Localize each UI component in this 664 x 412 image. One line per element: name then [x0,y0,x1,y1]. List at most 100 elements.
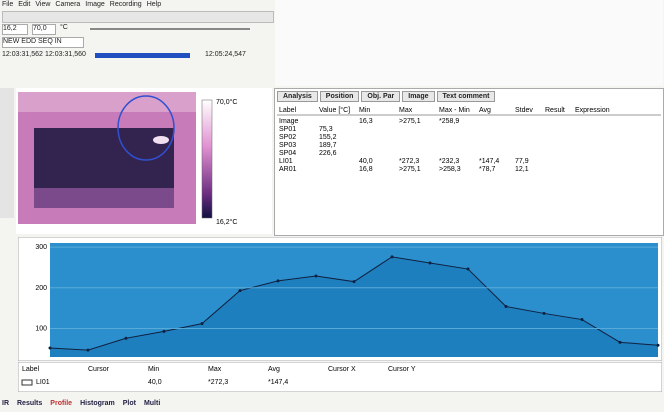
profile-area [50,256,658,357]
time-start: 12:03:31,562 [2,51,43,58]
analysis-tab[interactable]: Analysis [277,91,318,102]
column-header: Avg [268,366,280,373]
column-header: Min [359,107,370,114]
sequence-select[interactable]: NEW EDD SEQ IN [3,38,62,45]
side-toolbar [0,88,14,218]
table-cell: *232,3 [439,158,459,165]
column-header: Cursor Y [388,366,416,373]
background-document [275,0,663,86]
column-header: Stdev [515,107,533,114]
bottom-tabs: IR Results Profile Histogram Plot Multi [2,400,168,407]
table-cell: 75,3 [319,126,333,133]
range-high[interactable]: 70,0 [33,25,47,32]
y-tick-label: 300 [35,244,47,251]
column-header: Value [°C] [319,106,350,114]
table-cell: >275,1 [399,166,421,173]
bottom-tab[interactable]: Multi [143,400,161,407]
range-slider[interactable] [90,28,250,30]
analysis-table: Label Value [°C] Min Max Max - Min Avg Stdev Re… [277,106,661,173]
menu-bar: File Edit View Camera Image Recording Help [2,1,166,8]
table-cell: 40,0 [148,379,162,386]
profile-point [162,329,166,333]
table-cell: SP02 [279,134,296,141]
menu-item[interactable]: Camera [55,1,81,8]
bottom-tab[interactable]: Plot [122,400,136,407]
bottom-tab[interactable]: Histogram [80,400,115,407]
profile-point [656,343,660,347]
table-cell: >275,1 [399,118,421,125]
analysis-tab[interactable]: Obj. Par [361,91,401,102]
profile-point [276,279,280,283]
column-header: Label [279,107,297,114]
table-cell: *258,9 [439,118,459,125]
range-unit: °C [60,24,68,31]
bottom-tab[interactable]: IR [2,400,9,407]
bottom-tab[interactable]: Results [17,400,43,407]
table-cell: SP04 [279,150,296,157]
menu-item[interactable]: Image [85,1,105,8]
toolbar [2,11,274,23]
profile-point [124,336,128,340]
profile-point [238,289,242,293]
profile-point [466,267,470,271]
column-header: Cursor [88,366,110,373]
column-header: Cursor X [328,366,356,373]
menu-item[interactable]: Help [146,1,162,8]
legend-swatch [21,379,33,386]
range-low[interactable]: 16,2 [3,25,17,32]
column-header: Max - Min [439,107,470,114]
table-cell: 226,6 [319,150,337,157]
profile-point [542,311,546,315]
ir-image-panel: 70,0°C 16,2°C [16,88,272,234]
profile-point [428,261,432,265]
profile-point [618,340,622,344]
table-cell: *147,4 [479,158,499,165]
analysis-tab[interactable]: Image [402,91,435,102]
time-bar[interactable] [95,53,190,58]
table-cell: LI01 [36,379,50,386]
y-tick-label: 100 [35,326,47,333]
analysis-panel: Analysis Position Obj. Par Image Text commen… [274,88,664,236]
column-header: Max [399,107,413,114]
menu-item[interactable]: View [35,1,51,8]
table-cell: 16,8 [359,166,373,173]
table-cell: LI01 [279,158,293,165]
menu-item[interactable]: Recording [109,1,142,8]
table-cell: SP03 [279,142,296,149]
column-header: Result [545,107,565,114]
table-cell: 189,7 [319,142,337,149]
table-cell: >258,3 [439,166,461,173]
analysis-tab[interactable]: Text comment [436,91,496,102]
time-current: 12:03:31,560 [45,51,86,58]
profile-point [86,348,90,352]
analysis-tabs: Analysis Position Obj. Par Image Text commen… [275,89,663,104]
y-tick-label: 200 [35,285,47,292]
table-cell: *78,7 [479,166,495,173]
table-cell: 155,2 [319,134,337,141]
table-cell: 16,3 [359,118,373,125]
column-header: Label [22,366,40,373]
profile-point [200,322,204,326]
analysis-tab[interactable]: Position [319,91,360,102]
menu-item[interactable]: Edit [18,1,31,8]
column-header: Expression [575,107,610,114]
column-header: Min [148,366,159,373]
profile-table: Label Cursor Min Max Avg Cursor X Cursor Y LI01… [18,362,662,392]
table-cell: SP01 [279,126,296,133]
profile-point [580,318,584,322]
profile-point [504,305,508,309]
profile-chart: 100 200 300 [18,237,662,361]
table-cell: 40,0 [359,158,373,165]
profile-point [390,255,394,259]
table-cell: AR01 [279,166,297,173]
table-cell: Image [279,118,299,125]
table-cell: *272,3 [399,158,419,165]
menu-item[interactable]: File [2,1,14,8]
table-cell: 77,9 [515,158,529,165]
profile-point [48,346,52,350]
scale-min: 16,2°C [216,218,237,226]
bottom-tab[interactable]: Profile [50,400,73,407]
table-cell: *272,3 [208,379,228,386]
profile-point [352,280,356,284]
